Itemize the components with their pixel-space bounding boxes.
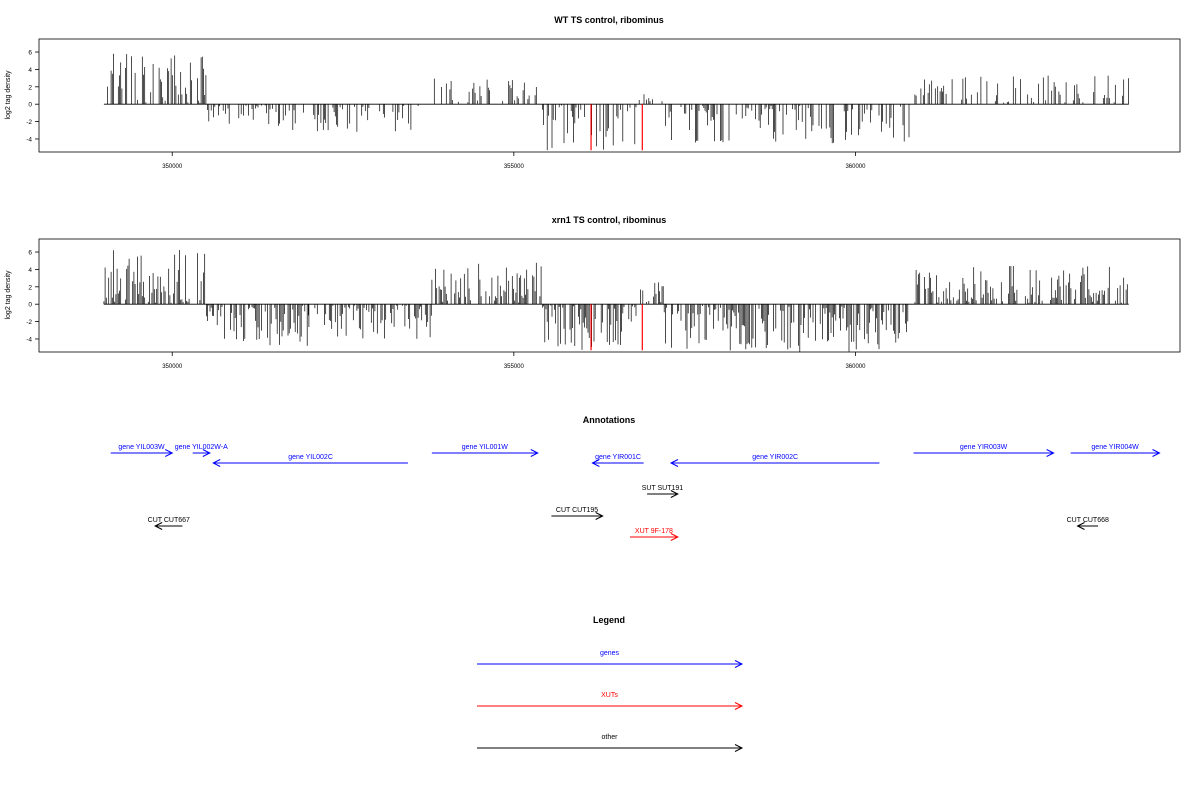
annotation-label: gene YIR002C bbox=[752, 454, 798, 461]
arrow-head bbox=[154, 522, 163, 530]
annotations-panel: Annotations gene YIL003W gene YIL002W-Age… bbox=[110, 415, 1161, 541]
wt-plot-frame bbox=[38, 38, 1181, 153]
legend-arrow-head bbox=[734, 660, 744, 668]
xrn1-panel-title: xrn1 TS control, ribominus bbox=[552, 215, 667, 225]
annotation-label: SUT SUT191 bbox=[642, 485, 684, 492]
y-tick-label: 4 bbox=[28, 67, 32, 74]
wt-y-axis-label: log2 tag density bbox=[5, 70, 12, 120]
arrow-head bbox=[530, 449, 539, 457]
legend-label: genes bbox=[600, 650, 620, 657]
y-tick-label: 0 bbox=[28, 302, 32, 309]
annotation-feature: CUT CUT667 bbox=[148, 517, 190, 530]
y-tick-label: -4 bbox=[26, 136, 32, 143]
annotation-label: gene YIL002C bbox=[288, 454, 333, 461]
annotation-feature: gene YIR002C bbox=[669, 454, 880, 467]
wt-bars bbox=[103, 53, 1129, 151]
annotation-features: gene YIL003W gene YIL002W-A gene YIL002C ge… bbox=[110, 444, 1161, 541]
y-tick-label: 6 bbox=[28, 250, 32, 257]
xrn1-y-axis-label: log2 tag density bbox=[5, 270, 12, 320]
annotation-label: CUT CUT195 bbox=[556, 507, 598, 514]
arrow-head bbox=[165, 449, 174, 457]
x-tick-label: 355000 bbox=[504, 364, 525, 370]
legend-item: other bbox=[477, 734, 744, 752]
annotation-feature: gene YIL003W bbox=[110, 444, 174, 457]
annotation-label: CUT CUT668 bbox=[1067, 517, 1109, 524]
annotation-label: gene YIL003W bbox=[118, 444, 165, 451]
annotation-feature: gene YIR004W bbox=[1070, 444, 1161, 457]
legend-label: XUTs bbox=[601, 692, 618, 699]
annotation-feature: gene YIR001C bbox=[591, 454, 644, 467]
wt-axis-ticks: 350000 355000 360000 -4 -2 0 2 4 6 bbox=[26, 50, 866, 170]
annotation-feature: gene YIL001W bbox=[431, 444, 539, 457]
y-tick-label: 0 bbox=[28, 102, 32, 109]
annotation-label: gene YIR001C bbox=[595, 454, 641, 461]
annotation-feature: CUT CUT195 bbox=[551, 507, 604, 520]
annotation-label: gene YIR004W bbox=[1091, 444, 1139, 451]
annotations-title: Annotations bbox=[583, 415, 636, 425]
arrow-head bbox=[670, 490, 679, 498]
wt-panel-title: WT TS control, ribominus bbox=[554, 15, 664, 25]
arrow-head bbox=[1152, 449, 1161, 457]
legend-item: XUTs bbox=[477, 692, 744, 710]
arrow-head bbox=[669, 459, 679, 467]
legend-title: Legend bbox=[593, 615, 625, 625]
arrow-head bbox=[1046, 449, 1055, 457]
annotation-feature: gene YIL002C bbox=[212, 454, 408, 467]
arrow-head bbox=[212, 459, 221, 467]
annotation-feature: XUT 9F-178 bbox=[629, 528, 679, 541]
x-tick-label: 360000 bbox=[845, 164, 866, 170]
y-tick-label: 6 bbox=[28, 50, 32, 57]
x-tick-label: 355000 bbox=[504, 164, 525, 170]
x-tick-label: 350000 bbox=[162, 364, 183, 370]
legend-items: genes XUTs other bbox=[477, 650, 744, 752]
y-tick-label: 2 bbox=[28, 84, 32, 91]
y-tick-label: -4 bbox=[26, 336, 32, 343]
annotation-label: gene YIL002W-A bbox=[175, 444, 228, 451]
annotation-feature: CUT CUT668 bbox=[1067, 517, 1109, 530]
annotation-label: XUT 9F-178 bbox=[635, 528, 673, 535]
xrn1-bars bbox=[103, 250, 1129, 352]
xrn1-plot-frame bbox=[38, 238, 1181, 353]
annotation-label: gene YIL001W bbox=[462, 444, 509, 451]
arrow-head bbox=[202, 449, 211, 457]
legend-arrow-head bbox=[734, 744, 744, 752]
arrow-head bbox=[595, 512, 604, 520]
y-tick-label: 2 bbox=[28, 284, 32, 291]
arrow-head bbox=[591, 459, 600, 467]
annotation-label: gene YIR003W bbox=[960, 444, 1008, 451]
y-tick-label: 4 bbox=[28, 267, 32, 274]
wt-density-panel: WT TS control, ribominus log2 tag densit… bbox=[5, 15, 1181, 170]
annotation-label: CUT CUT667 bbox=[148, 517, 190, 524]
xrn1-axis-ticks: 350000 355000 360000 -4 -2 0 2 4 6 bbox=[26, 250, 866, 370]
xrn1-density-panel: xrn1 TS control, ribominus log2 tag dens… bbox=[5, 215, 1181, 370]
y-tick-label: -2 bbox=[26, 119, 32, 126]
annotation-feature: SUT SUT191 bbox=[642, 485, 684, 498]
x-tick-label: 360000 bbox=[845, 364, 866, 370]
y-tick-label: -2 bbox=[26, 319, 32, 326]
annotation-feature: gene YIR003W bbox=[913, 444, 1055, 457]
arrow-head bbox=[1076, 522, 1085, 530]
annotation-feature: gene YIL002W-A bbox=[175, 444, 228, 457]
legend-panel: Legend genes XUTs other bbox=[477, 615, 744, 752]
legend-arrow-head bbox=[734, 702, 744, 710]
legend-item: genes bbox=[477, 650, 744, 668]
legend-label: other bbox=[602, 734, 619, 741]
arrow-head bbox=[670, 533, 679, 541]
x-tick-label: 350000 bbox=[162, 164, 183, 170]
